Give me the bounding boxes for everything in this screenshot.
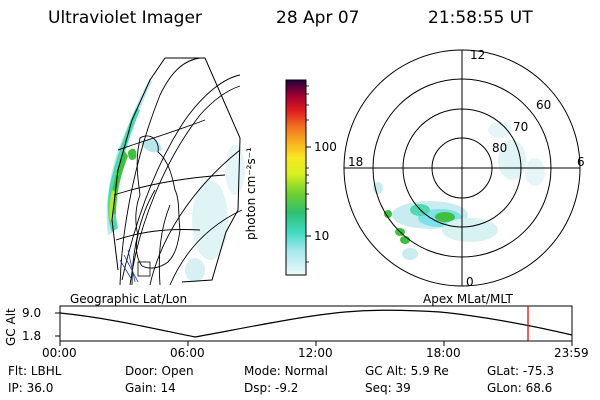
status-glon: GLon: 68.6 [487, 381, 553, 395]
lat-label-60: 60 [536, 98, 552, 112]
time-label: 21:58:55 UT [428, 8, 533, 28]
status-ip: IP: 36.0 [8, 381, 54, 395]
status-gc-alt: GC Alt: 5.9 Re [365, 364, 449, 378]
status-dsp: Dsp: -9.2 [244, 381, 299, 395]
time-tick-0000: 00:00 [42, 346, 77, 360]
altitude-tick-low: 1.8 [22, 329, 42, 343]
lat-label-80: 80 [492, 141, 508, 155]
altitude-plot [55, 305, 573, 346]
time-tick-2359: 23:59 [554, 346, 589, 360]
mlt-label-0: 0 [466, 275, 474, 289]
geographic-map [106, 57, 245, 286]
altitude-axis-label: GC Alt [4, 308, 18, 346]
status-door: Door: Open [125, 364, 194, 378]
date-label: 28 Apr 07 [276, 8, 360, 28]
status-seq: Seq: 39 [365, 381, 411, 395]
mlt-label-6: 6 [577, 155, 585, 169]
polar-mlt-plot [343, 49, 581, 287]
lat-label-70: 70 [513, 120, 529, 134]
apex-map-label: Apex MLat/MLT [423, 292, 513, 306]
status-mode: Mode: Normal [244, 364, 328, 378]
instrument-title: Ultraviolet Imager [48, 8, 202, 28]
time-tick-0600: 06:00 [170, 346, 205, 360]
colorbar-tick-10: 10 [314, 229, 330, 243]
geographic-map-label: Geographic Lat/Lon [70, 292, 188, 306]
status-glat: GLat: -75.3 [487, 364, 554, 378]
altitude-tick-high: 9.0 [22, 306, 42, 320]
colorbar-tick-100: 100 [314, 140, 337, 154]
mlt-label-12: 12 [470, 48, 486, 62]
colorbar-unit-label: photon cm⁻²s⁻¹ [244, 147, 258, 240]
mlt-label-18: 18 [348, 155, 364, 169]
time-tick-1800: 18:00 [426, 346, 461, 360]
time-tick-1200: 12:00 [298, 346, 333, 360]
intensity-colorbar [285, 79, 311, 276]
status-filter: Flt: LBHL [8, 364, 62, 378]
status-gain: Gain: 14 [125, 381, 176, 395]
